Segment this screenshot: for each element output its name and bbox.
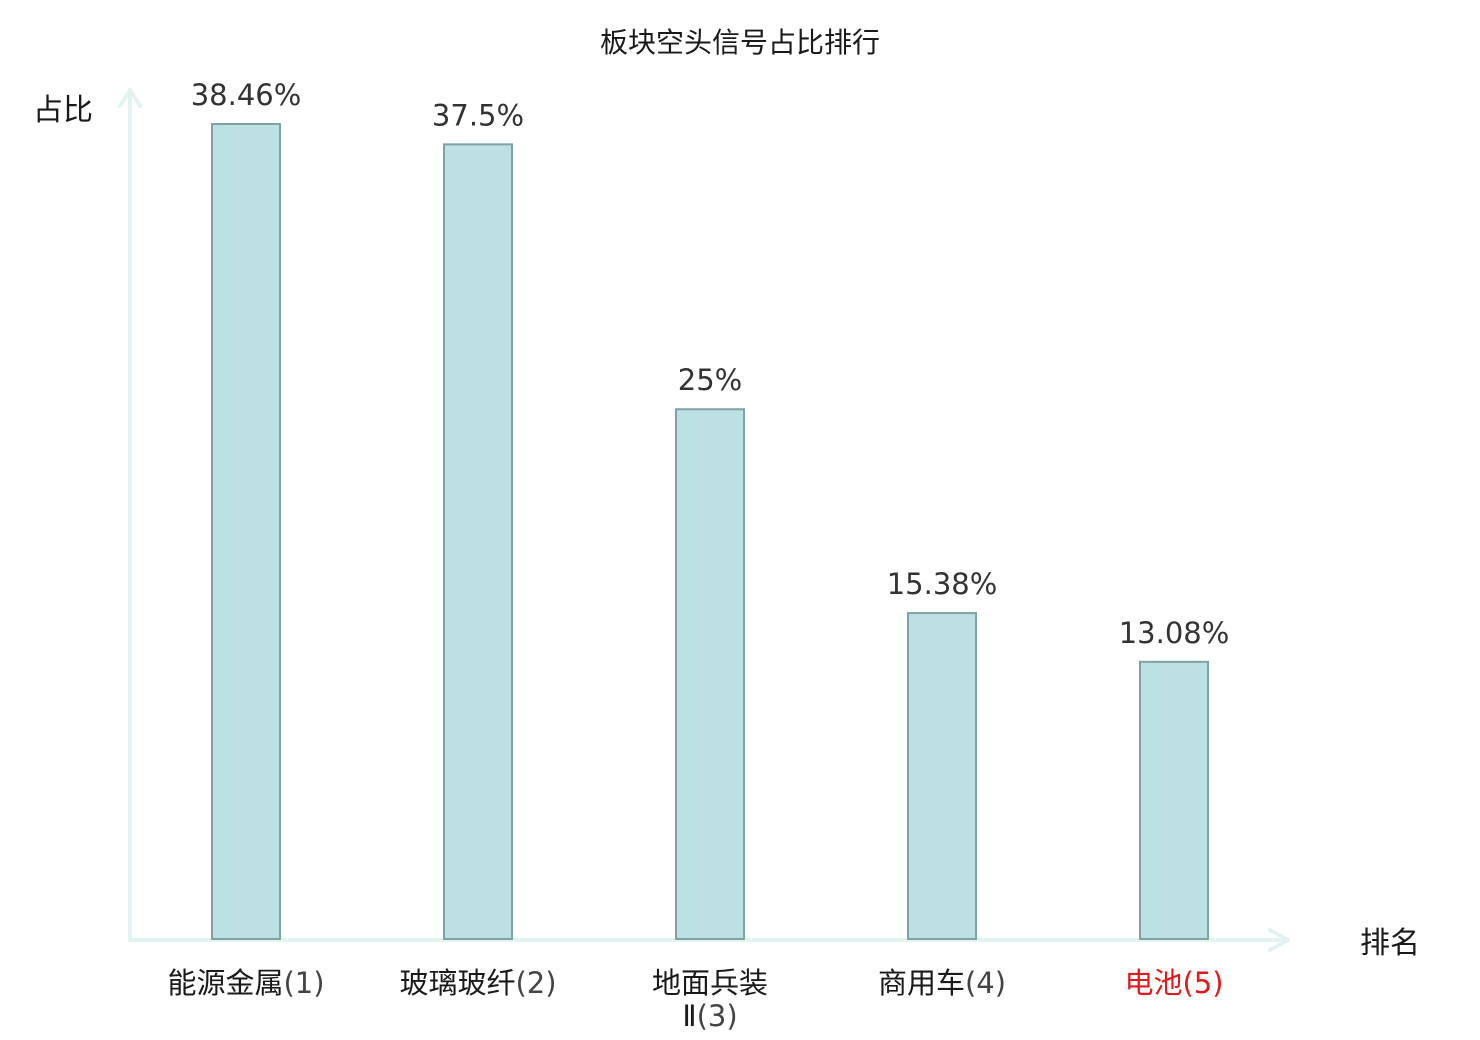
bars-group [211,123,1209,941]
category-name: 电池 [1124,966,1182,1000]
category-labels-group: 能源金属(1) 玻璃玻纤(2) 地面兵装 Ⅱ(3) 商用车(4) 电池(5) [167,966,1223,1033]
axes [118,88,1290,952]
value-label: 13.08% [1119,616,1230,650]
category-label: 玻璃玻纤(2) [399,966,556,1000]
x-axis-arrow [1268,928,1290,952]
category-name: 商用车 [878,966,965,1000]
category-label: 地面兵装 Ⅱ(3) [652,966,768,1033]
bar [907,612,977,940]
x-axis-title: 排名 [1360,926,1420,961]
category-name: 玻璃玻纤 [399,966,515,1000]
category-name: 地面兵装 [652,966,768,1000]
category-label: 电池(5) [1124,966,1223,1000]
bar [443,143,513,941]
value-label: 25% [678,363,742,397]
category-label: 商用车(4) [878,966,1006,1000]
category-rank: (2) [515,966,556,1000]
category-rank: (4) [965,966,1006,1000]
value-label: 15.38% [887,567,998,601]
category-rank: (5) [1182,966,1223,1000]
bar [675,408,745,940]
value-labels-group: 38.46% 37.5% 25% 15.38% 13.08% [191,78,1230,650]
category-name: 能源金属 [167,966,283,1000]
category-rank: (3) [697,999,738,1033]
category-rank: (1) [283,966,324,1000]
value-label: 38.46% [191,78,302,112]
chart-title: 板块空头信号占比排行 [600,26,880,59]
bar [1139,660,1209,941]
bar [211,123,281,940]
y-axis-arrow [118,88,142,108]
y-axis-title: 占比 [33,93,93,128]
value-label: 37.5% [432,98,524,132]
category-name-continued: Ⅱ [682,999,696,1033]
category-label: 能源金属(1) [167,966,324,1000]
